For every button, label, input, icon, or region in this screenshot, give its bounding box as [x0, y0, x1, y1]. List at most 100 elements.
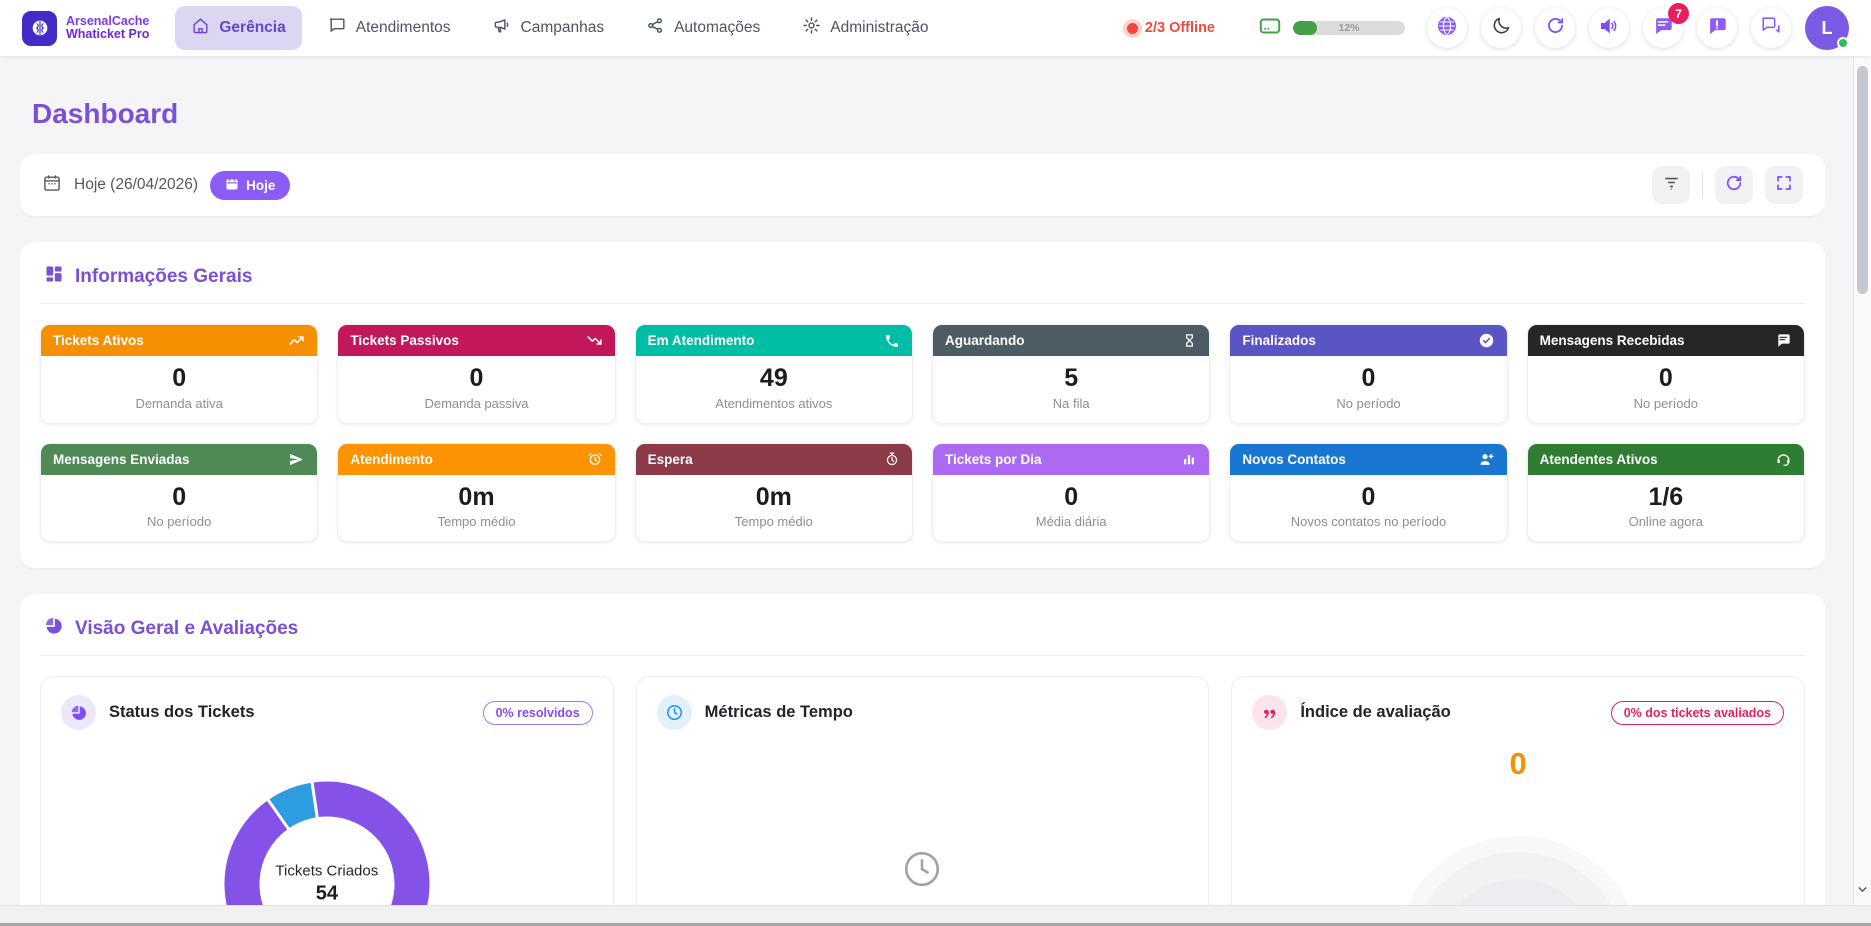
stat-card-value: 0	[1361, 364, 1376, 392]
nav-item-automacoes[interactable]: Automações	[630, 6, 776, 50]
storage-progress-bar: 12%	[1293, 21, 1405, 35]
quotes-icon	[1252, 695, 1288, 730]
stat-card-header: Aguardando	[933, 325, 1210, 356]
stat-card-atendimento: Atendimento 0m Tempo médio	[337, 442, 616, 542]
storage-percent-label: 12%	[1338, 22, 1360, 34]
messages-button[interactable]: 7	[1643, 3, 1689, 48]
gauge-ring	[1437, 879, 1600, 905]
sound-button[interactable]	[1589, 8, 1629, 48]
stat-card-value: 0	[172, 364, 187, 392]
stat-card-subtitle: Média diária	[1035, 514, 1107, 529]
stat-card-value: 5	[1064, 364, 1079, 392]
check-circle-icon	[1478, 332, 1495, 349]
stat-card-title: Tickets Passivos	[350, 333, 459, 348]
stat-card-title: Atendentes Ativos	[1539, 451, 1658, 467]
brand-mark-icon	[22, 10, 57, 46]
trending-down-icon	[586, 332, 603, 349]
tickets-status-chart: Tickets Criados 54	[207, 764, 447, 905]
scrollbar-thumb[interactable]	[1857, 66, 1868, 294]
tickets-status-card: Status dos Tickets 0% resolvidos Tickets…	[40, 676, 614, 905]
date-filter-left: Hoje (26/04/2026) Hoje	[42, 170, 291, 200]
general-info-header: Informações Gerais	[40, 262, 1805, 289]
messages-count-badge: 7	[1668, 3, 1689, 24]
nav-item-campanhas[interactable]: Campanhas	[477, 6, 621, 50]
donut-value: 54	[315, 882, 338, 905]
clock-empty-icon	[901, 848, 943, 895]
card-title: Status dos Tickets	[109, 703, 255, 721]
stat-cards-grid: Tickets Ativos 0 Demanda ativa Tickets P…	[40, 324, 1805, 542]
refresh-icon	[1724, 173, 1744, 198]
stat-card-finalizados: Finalizados 0 No período	[1229, 324, 1508, 424]
divider	[40, 303, 1805, 304]
stat-card-subtitle: Na fila	[1052, 395, 1090, 411]
stat-card-em-atendimento: Em Atendimento 49 Atendimentos ativos	[634, 324, 913, 424]
filter-button[interactable]	[1652, 166, 1690, 204]
moon-icon	[1491, 15, 1512, 41]
conversations-button[interactable]	[1751, 8, 1791, 48]
time-metrics-empty-state: Sem dados disponíveis	[657, 848, 1189, 905]
person-add-icon	[1478, 451, 1495, 468]
avatar[interactable]: L	[1805, 6, 1849, 50]
stat-card-subtitle: Tempo médio	[734, 514, 813, 529]
stat-card-header: Espera	[635, 443, 912, 475]
connection-status: 2/3 Offline	[1126, 20, 1215, 36]
tickets-status-header: Status dos Tickets 0% resolvidos	[61, 695, 593, 730]
fullscreen-button[interactable]	[1765, 166, 1803, 204]
chat-multiple-icon	[1760, 15, 1782, 42]
fullscreen-icon	[1775, 174, 1793, 197]
main-nav: Gerência Atendimentos Campanhas Automaçõ…	[175, 6, 944, 50]
nav-item-label: Atendimentos	[355, 19, 451, 36]
nav-item-administracao[interactable]: Administração	[786, 6, 944, 50]
globe-icon	[1435, 14, 1459, 43]
home-icon	[191, 16, 210, 40]
stat-card-title: Em Atendimento	[647, 333, 755, 348]
stat-card-subtitle: Atendimentos ativos	[715, 395, 833, 411]
connection-status-label: 2/3 Offline	[1144, 20, 1215, 36]
main-content: Dashboard Hoje (26/04/2026) Hoje	[20, 56, 1825, 905]
refresh-button[interactable]	[1535, 8, 1575, 48]
avatar-initial: L	[1821, 17, 1833, 38]
dark-mode-button[interactable]	[1481, 8, 1521, 48]
selected-date-label: Hoje (26/04/2026)	[74, 176, 199, 193]
stat-card-header: Novos Contatos	[1230, 443, 1507, 475]
vertical-scrollbar[interactable]	[1853, 56, 1871, 905]
nav-item-label: Gerência	[219, 19, 286, 36]
stat-card-title: Espera	[647, 451, 693, 467]
stat-card-atendentes-ativos: Atendentes Ativos 1/6 Online agora	[1526, 442, 1805, 542]
rated-percent-badge: 0% dos tickets avaliados	[1610, 700, 1784, 725]
stat-card-value: 1/6	[1648, 482, 1684, 511]
divider	[1702, 172, 1703, 198]
stopwatch-icon	[884, 451, 900, 467]
rating-value: 0	[1509, 746, 1527, 781]
offline-dot-icon	[1126, 22, 1138, 34]
stat-card-header: Mensagens Recebidas	[1527, 325, 1804, 356]
pie-icon	[61, 695, 96, 730]
top-navbar: ArsenalCache Whaticket Pro Gerência Aten…	[0, 0, 1871, 56]
stat-card-mensagens-recebidas: Mensagens Recebidas 0 No período	[1526, 324, 1805, 424]
nav-item-gerencia[interactable]: Gerência	[175, 6, 302, 50]
stat-card-header: Atendentes Ativos	[1527, 443, 1804, 475]
alerts-button[interactable]	[1697, 8, 1737, 48]
nav-item-atendimentos[interactable]: Atendimentos	[312, 6, 467, 50]
volume-icon	[1598, 15, 1620, 42]
stat-card-aguardando: Aguardando 5 Na fila	[932, 324, 1211, 424]
stat-card-subtitle: Demanda passiva	[424, 395, 529, 411]
time-metrics-card: Métricas de Tempo Sem dados disponíveis	[635, 676, 1210, 905]
today-chip[interactable]: Hoje	[210, 170, 291, 200]
divider	[40, 655, 1805, 656]
scrollbar-down-arrow[interactable]	[1856, 883, 1869, 901]
gear-icon	[802, 16, 821, 40]
stat-card-tickets-passivos: Tickets Passivos 0 Demanda passiva	[337, 324, 616, 424]
section-title: Informações Gerais	[75, 265, 253, 287]
language-button[interactable]	[1427, 8, 1467, 48]
stat-card-header: Tickets Passivos	[338, 325, 615, 356]
stat-card-title: Aguardando	[945, 333, 1025, 348]
time-metrics-header: Métricas de Tempo	[656, 695, 1189, 730]
message-icon	[1776, 333, 1792, 349]
support-agent-icon	[1775, 451, 1792, 468]
stat-card-subtitle: Demanda ativa	[135, 395, 223, 411]
stat-card-header: Atendimento	[338, 443, 615, 475]
brand-logo[interactable]: ArsenalCache Whaticket Pro	[22, 10, 149, 46]
refresh-dashboard-button[interactable]	[1715, 166, 1753, 204]
